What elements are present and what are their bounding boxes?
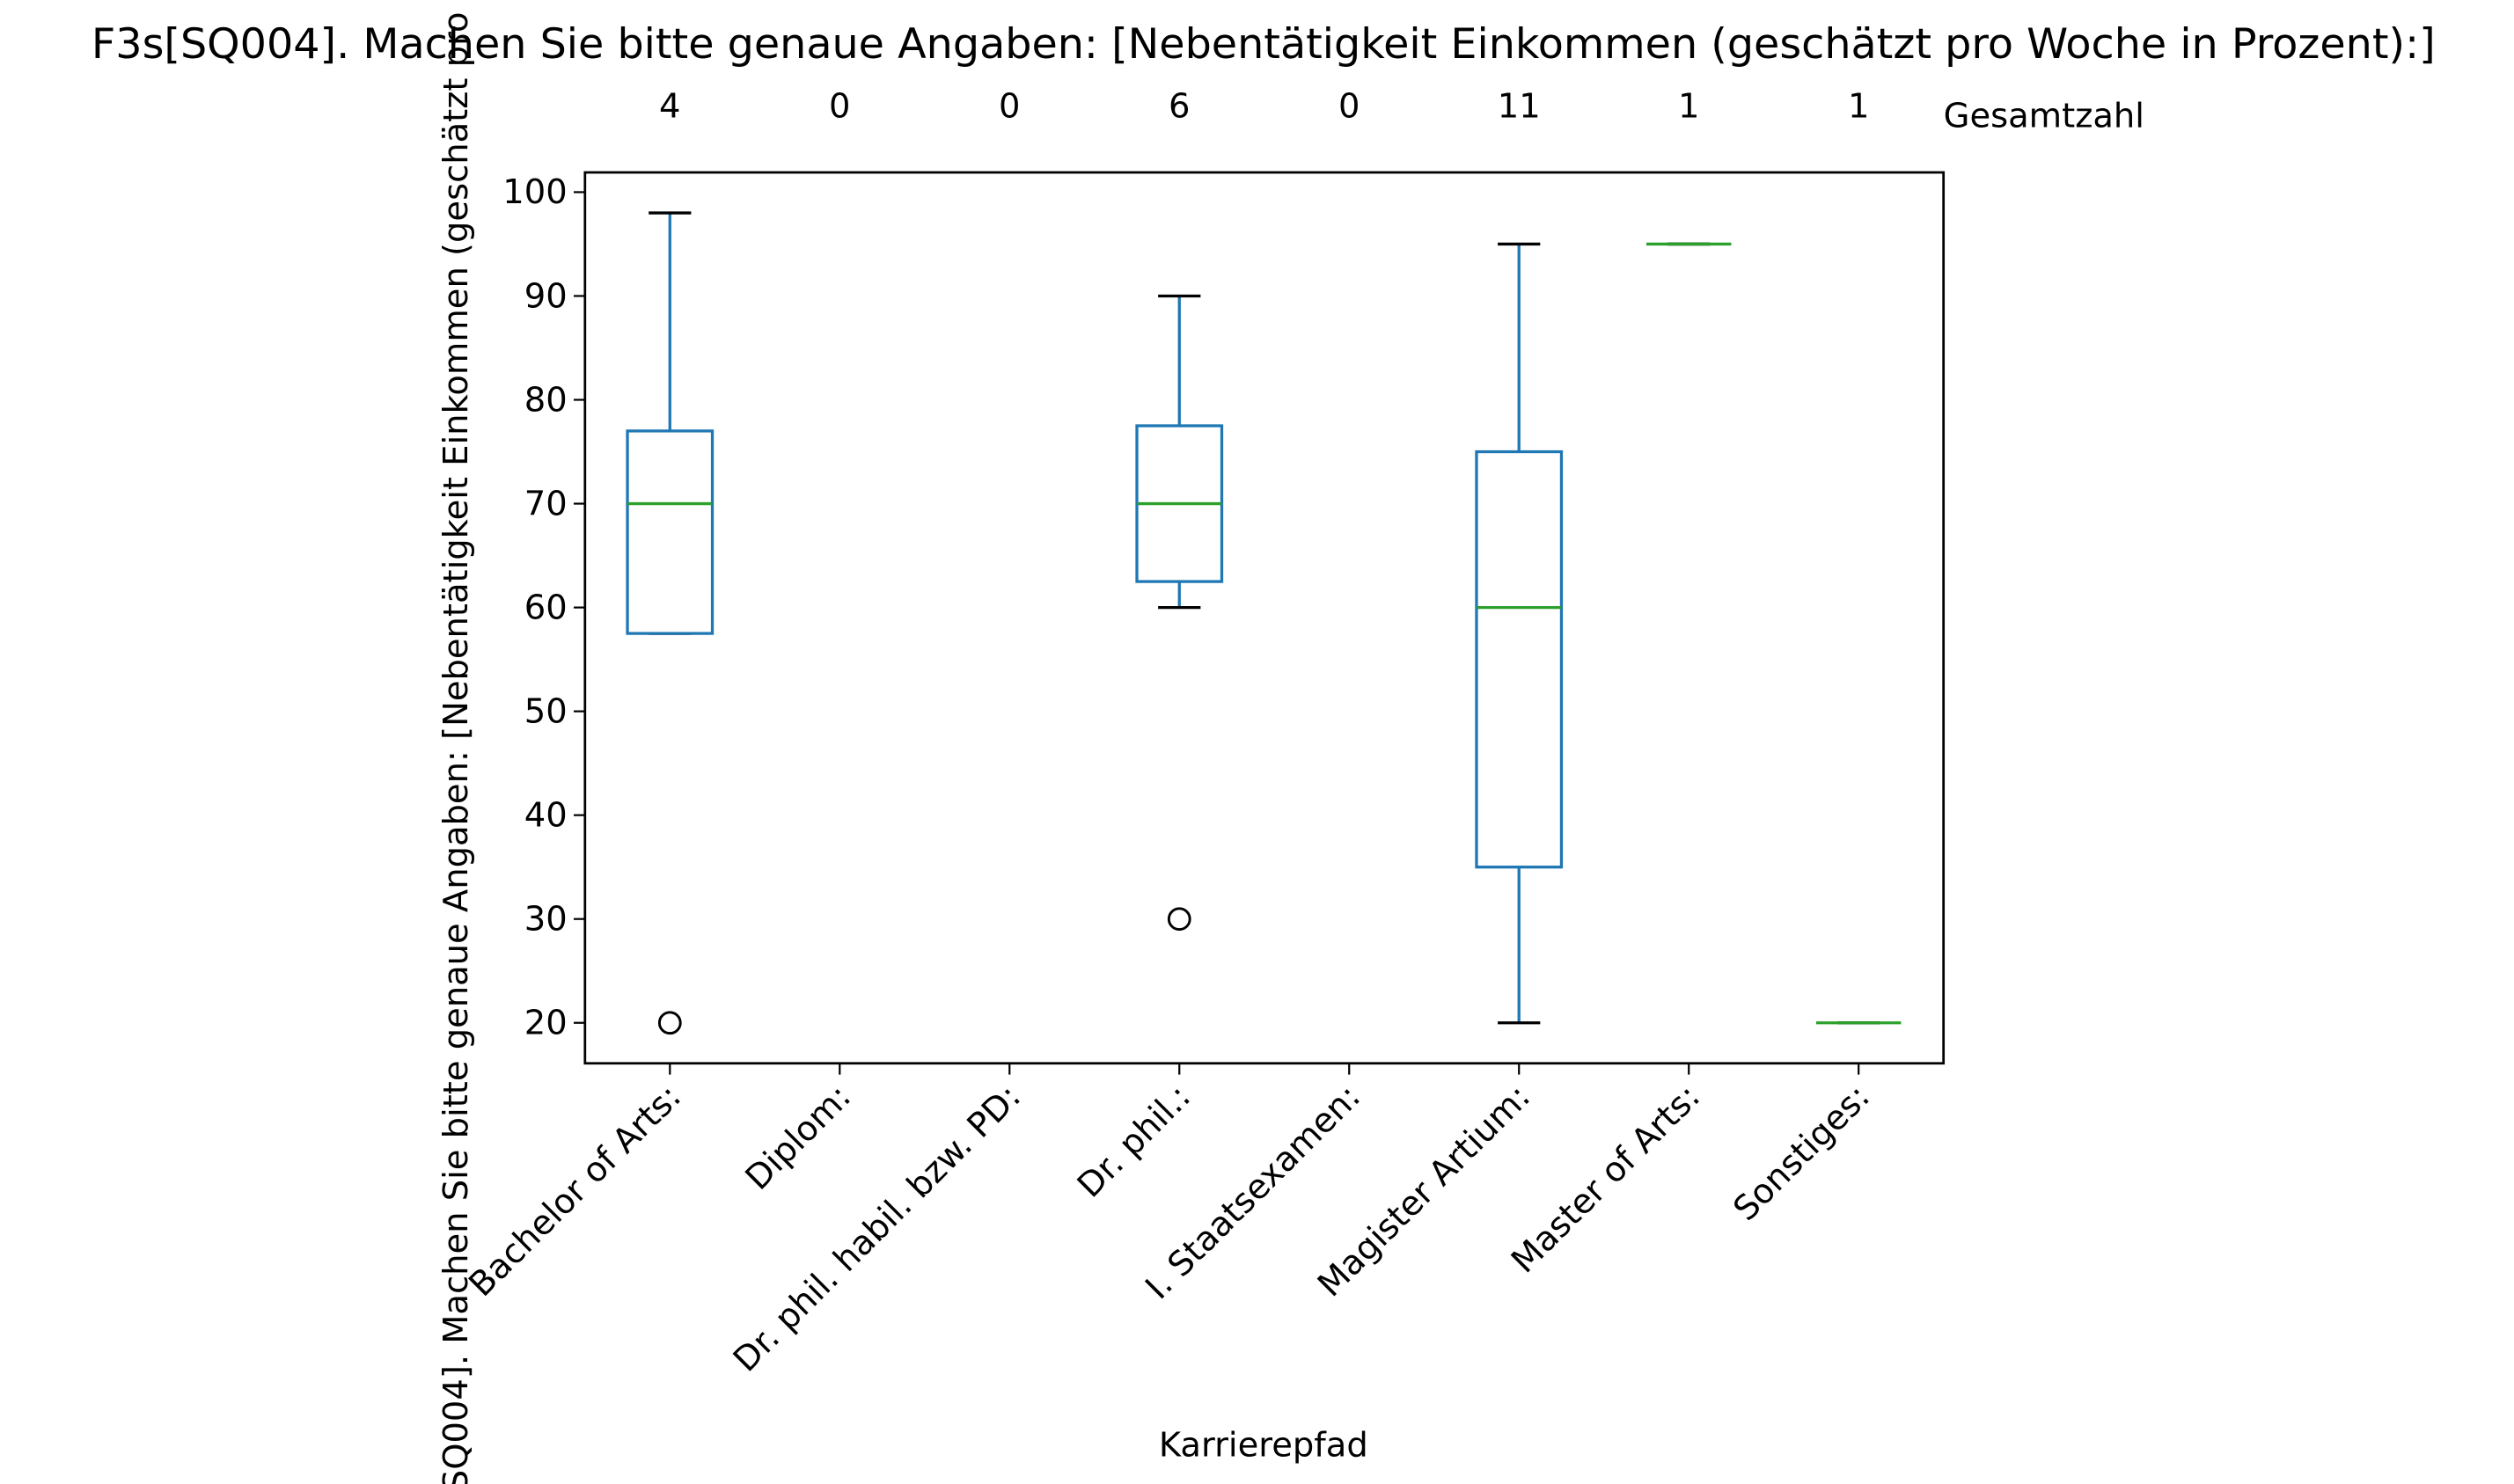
y-tick-label: 90 bbox=[524, 276, 568, 316]
plot-frame bbox=[583, 171, 1946, 1065]
y-tick-label: 70 bbox=[524, 484, 568, 523]
count: 0 bbox=[999, 87, 1020, 127]
y-tick-label: 50 bbox=[524, 691, 568, 731]
y-tick-label: 80 bbox=[524, 380, 568, 420]
box bbox=[1475, 450, 1564, 869]
y-tick-label: 20 bbox=[524, 1004, 568, 1043]
count: 11 bbox=[1498, 87, 1541, 127]
count: 0 bbox=[829, 87, 850, 127]
chart-title: F3s[SQ004]. Machen Sie bitte genaue Anga… bbox=[92, 20, 2436, 69]
count: 0 bbox=[1338, 87, 1360, 127]
box bbox=[626, 429, 715, 635]
count: 1 bbox=[1848, 87, 1869, 127]
count: 1 bbox=[1678, 87, 1699, 127]
count: 6 bbox=[1169, 87, 1190, 127]
y-tick-label: 100 bbox=[502, 172, 567, 212]
x-axis-label: Karrierepfad bbox=[1159, 1426, 1368, 1466]
flier bbox=[1167, 907, 1191, 932]
count: 4 bbox=[659, 87, 680, 127]
y-tick-label: 40 bbox=[524, 795, 568, 835]
y-tick-label: 30 bbox=[524, 900, 568, 939]
y-axis-label: F3s[SQ004]. Machen Sie bitte genaue Anga… bbox=[436, 0, 476, 1484]
flier bbox=[657, 1011, 682, 1035]
y-tick-label: 60 bbox=[524, 588, 568, 627]
count-label: Gesamtzahl bbox=[1944, 97, 2144, 136]
